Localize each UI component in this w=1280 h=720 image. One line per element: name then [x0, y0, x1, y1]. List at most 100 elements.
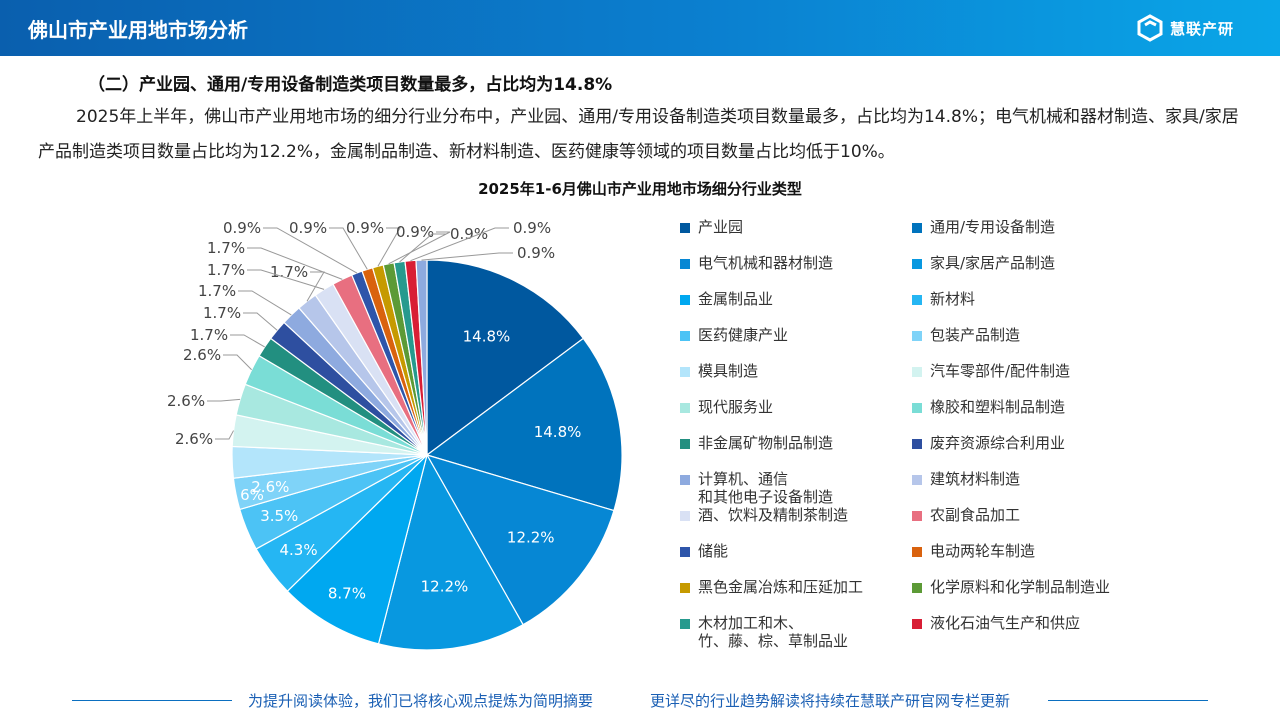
- legend-swatch-icon: [912, 547, 922, 557]
- legend-label: 新材料: [930, 290, 976, 308]
- legend-item: 木材加工和木、 竹、藤、棕、草制品业: [680, 612, 912, 650]
- legend-item: 橡胶和塑料制品制造: [912, 396, 1172, 432]
- legend-label: 木材加工和木、 竹、藤、棕、草制品业: [698, 614, 849, 650]
- legend-swatch-icon: [680, 331, 690, 341]
- legend-label: 通用/专用设备制造: [930, 218, 1056, 236]
- slice-label: 1.7%: [270, 263, 308, 281]
- legend-swatch-icon: [912, 331, 922, 341]
- leader-line: [230, 334, 265, 348]
- slice-label: 0.9%: [346, 219, 384, 237]
- leader-line: [377, 227, 401, 267]
- leader-line: [263, 227, 358, 274]
- leader-line: [223, 354, 252, 371]
- slice-label: 0.9%: [223, 219, 261, 237]
- leader-line: [329, 227, 368, 270]
- slice-label: 1.7%: [190, 326, 228, 344]
- legend-item: 计算机、通信 和其他电子设备制造: [680, 468, 912, 506]
- slice-label: 0.9%: [396, 223, 434, 241]
- pie-slice: [425, 454, 615, 626]
- legend-swatch-icon: [680, 403, 690, 413]
- legend-label: 医药健康产业: [698, 326, 789, 344]
- legend-item: 汽车零部件/配件制造: [912, 360, 1172, 396]
- legend-label: 家具/家居产品制造: [930, 254, 1056, 272]
- pie-slice: [426, 259, 585, 457]
- leader-line: [247, 269, 325, 290]
- legend-label: 产业园: [698, 218, 744, 236]
- legend-item: 液化石油气生产和供应: [912, 612, 1172, 648]
- legend-swatch-icon: [912, 367, 922, 377]
- logo-text: 慧联产研: [1170, 19, 1235, 38]
- legend-label: 储能: [698, 542, 729, 560]
- legend-item: 化学原料和化学制品制造业: [912, 576, 1172, 612]
- legend-swatch-icon: [912, 403, 922, 413]
- pie-slice: [286, 453, 429, 645]
- legend-label: 计算机、通信 和其他电子设备制造: [698, 470, 834, 506]
- legend-item: 现代服务业: [680, 396, 912, 432]
- legend-label: 现代服务业: [698, 398, 774, 416]
- legend-item: 家具/家居产品制造: [912, 252, 1172, 288]
- legend-swatch-icon: [680, 583, 690, 593]
- slice-label: 0.9%: [513, 219, 551, 237]
- pie-chart: 14.8%14.8%12.2%12.2%8.7%4.3%3.5%2.6%6%2.…: [167, 219, 623, 651]
- legend-label: 废弃资源综合利用业: [930, 434, 1066, 452]
- pie-slice: [425, 337, 623, 512]
- legend-item: 黑色金属冶炼和压延加工: [680, 576, 912, 612]
- legend-item: 通用/专用设备制造: [912, 216, 1172, 252]
- slice-label: 2.6%: [167, 392, 205, 410]
- legend-swatch-icon: [680, 547, 690, 557]
- legend-swatch-icon: [912, 223, 922, 233]
- slice-label: 0.9%: [450, 225, 488, 243]
- leader-line: [421, 252, 513, 261]
- legend-swatch-icon: [680, 223, 690, 233]
- legend-swatch-icon: [912, 295, 922, 305]
- legend-item: 医药健康产业: [680, 324, 912, 360]
- slice-label: 14.8%: [463, 327, 511, 345]
- legend-swatch-icon: [912, 583, 922, 593]
- slice-label: 14.8%: [534, 423, 582, 441]
- legend-item: 建筑材料制造: [912, 468, 1172, 504]
- footer-note-left: 为提升阅读体验，我们已将核心观点提炼为简明摘要: [248, 692, 594, 710]
- legend-label: 黑色金属冶炼和压延加工: [698, 578, 864, 596]
- chart-title: 2025年1-6月佛山市产业用地市场细分行业类型: [478, 180, 802, 198]
- legend-swatch-icon: [680, 367, 690, 377]
- header-bar: 佛山市产业用地市场分析 慧联产研: [0, 0, 1280, 56]
- leader-line: [410, 227, 509, 262]
- leader-line: [207, 398, 241, 402]
- leader-line: [399, 233, 446, 263]
- legend-label: 橡胶和塑料制品制造: [930, 398, 1066, 416]
- legend-swatch-icon: [680, 259, 690, 269]
- slice-label: 4.3%: [279, 541, 317, 559]
- slice-label: 1.7%: [203, 304, 241, 322]
- legend-swatch-icon: [912, 511, 922, 521]
- legend-label: 液化石油气生产和供应: [930, 614, 1081, 632]
- slice-label: 12.2%: [421, 577, 469, 595]
- legend-swatch-icon: [912, 439, 922, 449]
- brand-logo: 慧联产研: [1136, 14, 1234, 42]
- legend-swatch-icon: [912, 619, 922, 629]
- slice-label: 2.6%: [183, 346, 221, 364]
- legend-item: 电动两轮车制造: [912, 540, 1172, 576]
- legend-label: 模具制造: [698, 362, 759, 380]
- slice-label: 0.9%: [517, 244, 555, 262]
- legend-label: 包装产品制造: [930, 326, 1021, 344]
- legend-item: 金属制品业: [680, 288, 912, 324]
- legend-swatch-icon: [912, 259, 922, 269]
- legend-label: 电动两轮车制造: [930, 542, 1036, 560]
- legend-label: 农副食品加工: [930, 506, 1021, 524]
- legend-item: 农副食品加工: [912, 504, 1172, 540]
- slice-label: 8.7%: [328, 584, 366, 602]
- legend-label: 化学原料和化学制品制造业: [930, 578, 1111, 596]
- leader-line: [238, 290, 292, 316]
- legend-swatch-icon: [680, 511, 690, 521]
- footer-divider-left: [72, 700, 232, 701]
- legend-item: 电气机械和器材制造: [680, 252, 912, 288]
- legend-label: 建筑材料制造: [930, 470, 1021, 488]
- footer-divider-right: [1048, 700, 1208, 701]
- legend-label: 非金属矿物制品制造: [698, 434, 834, 452]
- slice-label: 0.9%: [289, 219, 327, 237]
- legend-item: 模具制造: [680, 360, 912, 396]
- footer-note-right: 更详尽的行业趋势解读将持续在慧联产研官网专栏更新: [650, 692, 1011, 710]
- legend-label: 酒、饮料及精制茶制造: [698, 506, 849, 524]
- slice-label: 3.5%: [260, 507, 298, 525]
- chart-legend: 产业园 通用/专用设备制造 电气机械和器材制造 家具/家居产品制造 金属制品业 新材料医药…: [680, 216, 1180, 650]
